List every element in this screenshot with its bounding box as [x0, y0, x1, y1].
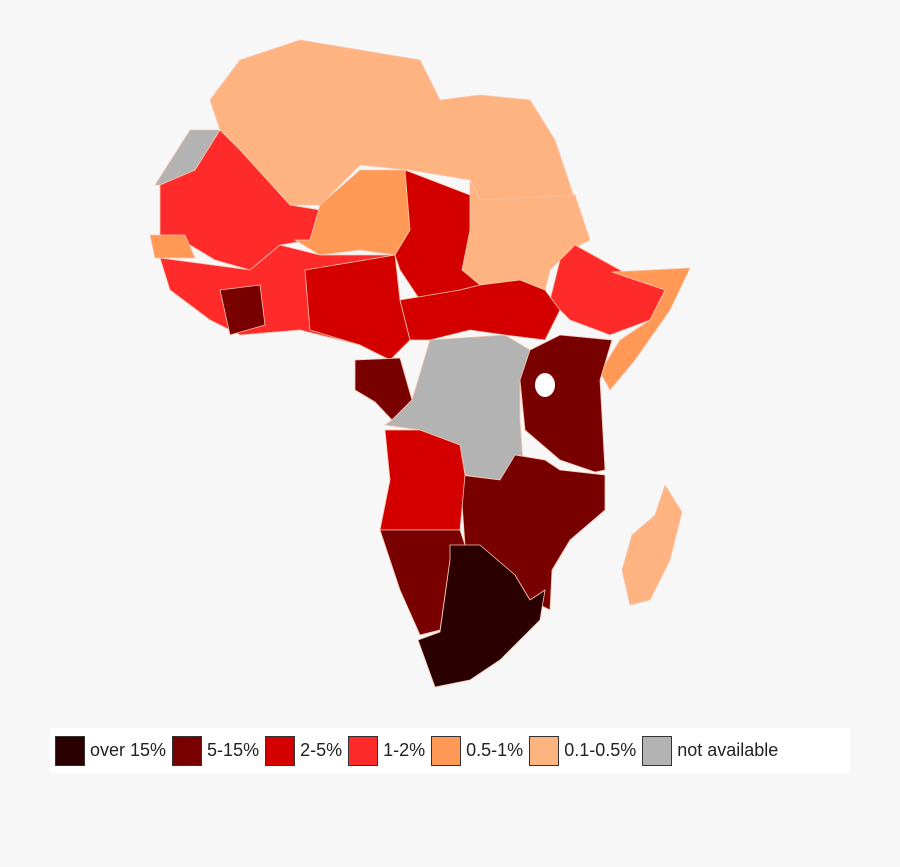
legend-label: over 15% [90, 740, 167, 760]
legend-item: not available [642, 735, 779, 766]
legend-label: 5-15% [207, 740, 260, 760]
region-somalia [599, 267, 691, 391]
legend-label: 0.5-1% [466, 740, 524, 760]
legend-label: 1-2% [383, 740, 426, 760]
legend-label: not available [677, 740, 779, 760]
legend-swatch [172, 735, 203, 766]
legend-swatch [642, 735, 673, 766]
legend-item: over 15% [55, 735, 167, 766]
region-south-africa [417, 544, 546, 688]
legend-swatch [529, 735, 560, 766]
region-senegal [149, 234, 196, 259]
region-madagascar [621, 484, 683, 606]
region-niger [293, 169, 411, 256]
legend-swatch [431, 735, 462, 766]
region-nigeria [304, 254, 411, 361]
region-east-africa [519, 334, 613, 473]
legend-swatch [265, 735, 296, 766]
legend-label: 0.1-0.5% [564, 740, 637, 760]
legend-item: 0.5-1% [431, 735, 524, 766]
lake-victoria [535, 373, 555, 397]
legend: over 15% 5-15% 2-5% 1-2% 0.5-1% 0.1-0.5% not a… [50, 728, 850, 773]
legend-swatch [348, 735, 379, 766]
legend-swatch [55, 735, 85, 766]
legend-label: 2-5% [300, 740, 343, 760]
region-angola [379, 429, 466, 531]
legend-item: 5-15% [172, 735, 260, 766]
region-central-africa [399, 279, 561, 341]
legend-item: 2-5% [265, 735, 343, 766]
legend-item: 1-2% [348, 735, 426, 766]
legend-item: 0.1-0.5% [529, 735, 637, 766]
region-ivory-coast [219, 284, 266, 336]
region-chad [394, 169, 481, 301]
